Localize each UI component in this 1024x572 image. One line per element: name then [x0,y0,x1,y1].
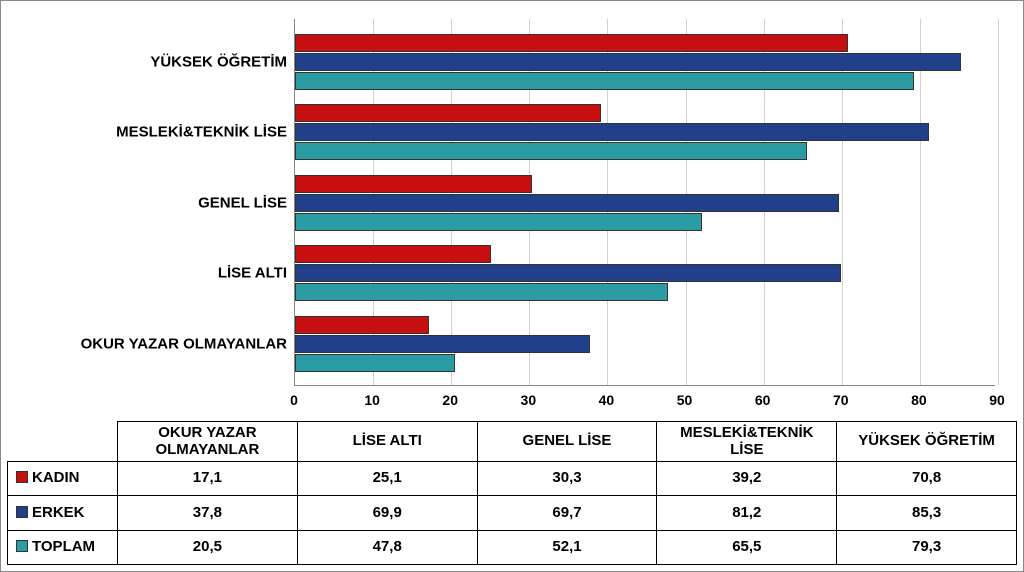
bar-toplam [295,72,914,90]
table-cell: 85,3 [837,496,1017,530]
table-col-header: LİSE ALTI [297,422,477,462]
table-cell: 65,5 [657,530,837,564]
table-col-header: MESLEKİ&TEKNİK LİSE [657,422,837,462]
table-corner-cell [8,422,118,462]
table-cell: 69,9 [297,496,477,530]
data-table: OKUR YAZAR OLMAYANLAR LİSE ALTI GENEL Lİ… [7,421,1017,565]
bar-erkek [295,194,839,212]
category-label: MESLEKİ&TEKNİK LİSE [116,124,287,141]
x-tick-label: 0 [290,392,298,408]
table-cell: 25,1 [297,462,477,496]
x-tick-label: 50 [677,392,693,408]
table-cell: 37,8 [118,496,298,530]
legend-swatch [16,540,28,552]
x-tick-label: 10 [364,392,380,408]
row-header: TOPLAM [8,530,118,564]
gridline [920,19,921,385]
table-cell: 47,8 [297,530,477,564]
plot-area [294,19,995,386]
category-label: GENEL LİSE [198,194,287,211]
bar-toplam [295,354,455,372]
bar-erkek [295,335,590,353]
bar-kadin [295,104,601,122]
table-cell: 70,8 [837,462,1017,496]
category-label: OKUR YAZAR OLMAYANLAR [81,335,287,352]
y-axis-labels: OKUR YAZAR OLMAYANLAR LİSE ALTI GENEL LİSE… [19,19,287,386]
row-header: KADIN [8,462,118,496]
table-row: KADIN 17,125,130,339,270,8 [8,462,1017,496]
x-tick-label: 20 [442,392,458,408]
table-cell: 69,7 [477,496,657,530]
bar-kadin [295,245,491,263]
x-tick-label: 80 [911,392,927,408]
bar-erkek [295,123,929,141]
bar-kadin [295,316,429,334]
bar-kadin [295,34,848,52]
table-cell: 20,5 [118,530,298,564]
bar-toplam [295,213,702,231]
x-tick-label: 60 [755,392,771,408]
chart-container: OKUR YAZAR OLMAYANLARLİSE ALTIGENEL LİSE… [0,0,1024,572]
x-tick-label: 90 [989,392,1005,408]
table-cell: 17,1 [118,462,298,496]
table-row: ERKEK 37,869,969,781,285,3 [8,496,1017,530]
table-col-header: YÜKSEK ÖĞRETİM [837,422,1017,462]
x-tick-label: 40 [599,392,615,408]
bar-erkek [295,53,961,71]
row-header: ERKEK [8,496,118,530]
category-label: YÜKSEK ÖĞRETİM [150,53,287,70]
table-cell: 81,2 [657,496,837,530]
chart-area: OKUR YAZAR OLMAYANLAR LİSE ALTI GENEL LİSE… [19,19,1005,414]
x-tick-label: 30 [521,392,537,408]
table-cell: 39,2 [657,462,837,496]
data-table-area: OKUR YAZAR OLMAYANLAR LİSE ALTI GENEL Lİ… [7,421,1017,565]
category-label: LİSE ALTI [218,265,287,282]
legend-swatch [16,506,28,518]
row-label: TOPLAM [32,538,95,555]
bar-erkek [295,264,841,282]
x-tick-label: 70 [833,392,849,408]
table-cell: 30,3 [477,462,657,496]
table-cell: 79,3 [837,530,1017,564]
bar-toplam [295,283,668,301]
table-col-header: OKUR YAZAR OLMAYANLAR [118,422,298,462]
table-cell: 52,1 [477,530,657,564]
bar-toplam [295,142,807,160]
bar-kadin [295,175,532,193]
x-axis-ticks: 0102030405060708090 [294,390,995,414]
row-label: ERKEK [32,504,85,521]
table-row: TOPLAM 20,547,852,165,579,3 [8,530,1017,564]
table-body: KADIN 17,125,130,339,270,8 ERKEK 37,869,969… [8,462,1017,565]
table-header-row: OKUR YAZAR OLMAYANLAR LİSE ALTI GENEL Lİ… [8,422,1017,462]
table-col-header: GENEL LİSE [477,422,657,462]
row-label: KADIN [32,469,80,486]
legend-swatch [16,471,28,483]
gridline [998,19,999,385]
